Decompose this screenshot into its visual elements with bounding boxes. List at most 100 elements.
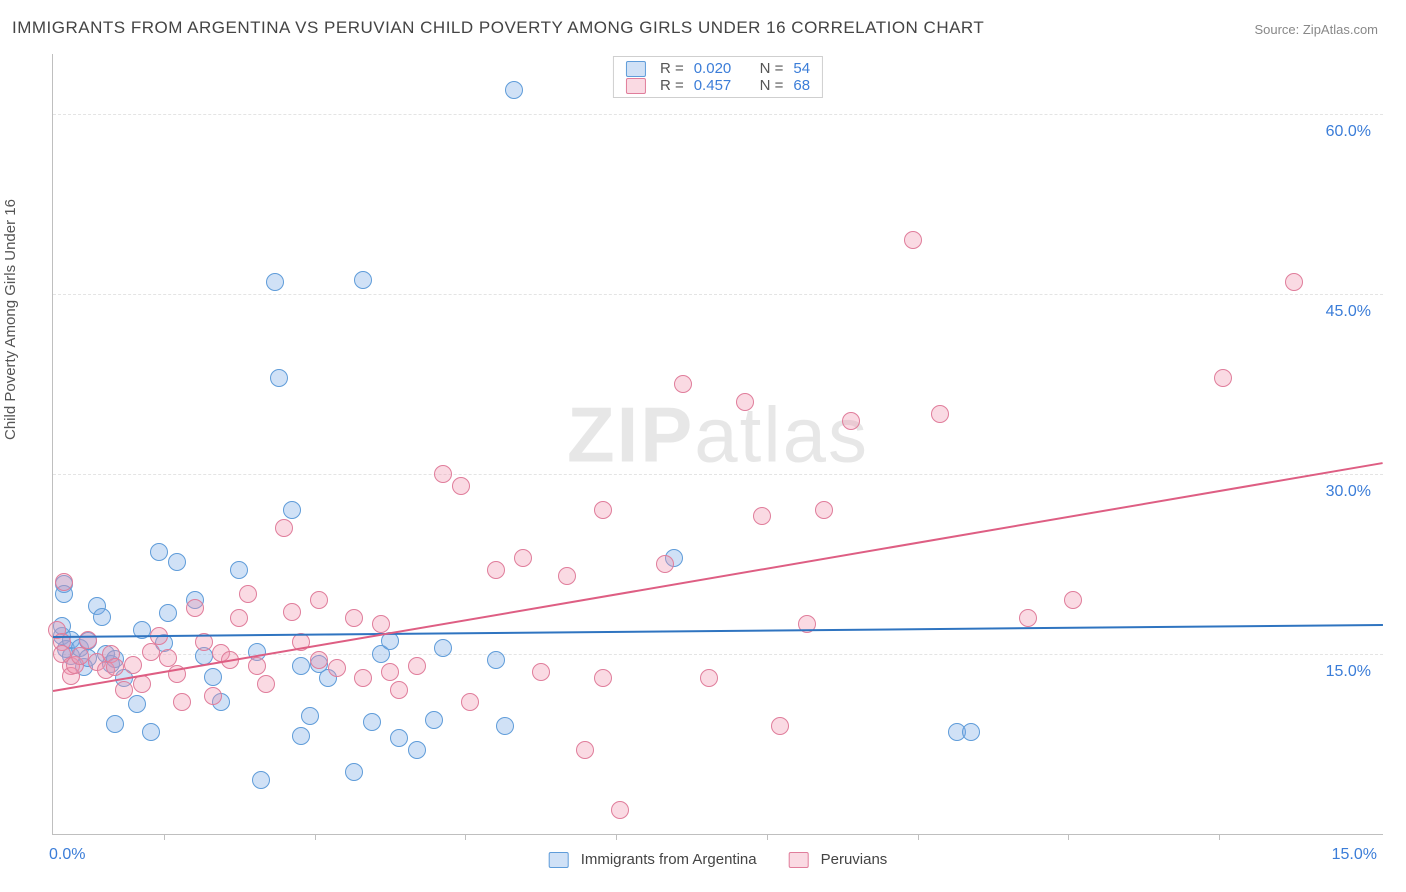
scatter-plot-area: R = 0.020 N = 54 R = 0.457 N = 68 ZIPatl… bbox=[52, 54, 1383, 835]
x-tick bbox=[616, 834, 617, 840]
data-point bbox=[514, 549, 532, 567]
data-point bbox=[252, 771, 270, 789]
data-point bbox=[142, 643, 160, 661]
y-tick-label: 15.0% bbox=[1326, 663, 1371, 681]
data-point bbox=[93, 608, 111, 626]
data-point bbox=[962, 723, 980, 741]
swatch-icon bbox=[789, 852, 809, 868]
data-point bbox=[168, 553, 186, 571]
x-axis-max-label: 15.0% bbox=[1332, 846, 1377, 864]
data-point bbox=[128, 695, 146, 713]
data-point bbox=[1019, 609, 1037, 627]
trend-line bbox=[53, 624, 1383, 638]
data-point bbox=[487, 561, 505, 579]
data-point bbox=[656, 555, 674, 573]
data-point bbox=[408, 741, 426, 759]
data-point bbox=[390, 729, 408, 747]
data-point bbox=[328, 659, 346, 677]
source-attribution: Source: ZipAtlas.com bbox=[1254, 22, 1378, 37]
swatch-icon bbox=[626, 61, 646, 77]
r-label: R = bbox=[660, 77, 684, 94]
data-point bbox=[257, 675, 275, 693]
gridline bbox=[53, 294, 1383, 295]
data-point bbox=[275, 519, 293, 537]
data-point bbox=[204, 668, 222, 686]
data-point bbox=[434, 465, 452, 483]
chart-title: IMMIGRANTS FROM ARGENTINA VS PERUVIAN CH… bbox=[12, 18, 984, 38]
legend-row-series-2: R = 0.457 N = 68 bbox=[626, 77, 810, 94]
gridline bbox=[53, 474, 1383, 475]
n-label: N = bbox=[760, 77, 784, 94]
data-point bbox=[434, 639, 452, 657]
legend-item-series-2: Peruvians bbox=[789, 851, 888, 868]
data-point bbox=[381, 663, 399, 681]
data-point bbox=[283, 603, 301, 621]
data-point bbox=[736, 393, 754, 411]
x-tick bbox=[918, 834, 919, 840]
trend-line bbox=[53, 462, 1383, 692]
data-point bbox=[248, 657, 266, 675]
data-point bbox=[186, 599, 204, 617]
data-point bbox=[292, 727, 310, 745]
data-point bbox=[159, 649, 177, 667]
data-point bbox=[106, 715, 124, 733]
data-point bbox=[700, 669, 718, 687]
data-point bbox=[753, 507, 771, 525]
y-axis-label: Child Poverty Among Girls Under 16 bbox=[2, 199, 19, 440]
x-tick bbox=[767, 834, 768, 840]
data-point bbox=[576, 741, 594, 759]
data-point bbox=[159, 604, 177, 622]
y-tick-label: 60.0% bbox=[1326, 123, 1371, 141]
data-point bbox=[270, 369, 288, 387]
data-point bbox=[461, 693, 479, 711]
y-tick-label: 30.0% bbox=[1326, 483, 1371, 501]
data-point bbox=[283, 501, 301, 519]
legend-item-series-1: Immigrants from Argentina bbox=[549, 851, 757, 868]
data-point bbox=[815, 501, 833, 519]
data-point bbox=[532, 663, 550, 681]
data-point bbox=[363, 713, 381, 731]
x-tick bbox=[465, 834, 466, 840]
data-point bbox=[150, 543, 168, 561]
data-point bbox=[301, 707, 319, 725]
data-point bbox=[505, 81, 523, 99]
swatch-icon bbox=[549, 852, 569, 868]
data-point bbox=[292, 657, 310, 675]
data-point bbox=[904, 231, 922, 249]
data-point bbox=[931, 405, 949, 423]
x-tick bbox=[1068, 834, 1069, 840]
data-point bbox=[390, 681, 408, 699]
data-point bbox=[266, 273, 284, 291]
n-label: N = bbox=[760, 60, 784, 77]
x-tick bbox=[164, 834, 165, 840]
data-point bbox=[310, 591, 328, 609]
data-point bbox=[372, 615, 390, 633]
data-point bbox=[594, 501, 612, 519]
data-point bbox=[487, 651, 505, 669]
data-point bbox=[842, 412, 860, 430]
data-point bbox=[558, 567, 576, 585]
data-point bbox=[674, 375, 692, 393]
data-point bbox=[496, 717, 514, 735]
data-point bbox=[55, 573, 73, 591]
swatch-icon bbox=[626, 78, 646, 94]
data-point bbox=[310, 651, 328, 669]
data-point bbox=[408, 657, 426, 675]
correlation-legend: R = 0.020 N = 54 R = 0.457 N = 68 bbox=[613, 56, 823, 98]
data-point bbox=[230, 561, 248, 579]
data-point bbox=[79, 631, 97, 649]
data-point bbox=[230, 609, 248, 627]
watermark: ZIPatlas bbox=[567, 389, 869, 480]
data-point bbox=[1064, 591, 1082, 609]
data-point bbox=[771, 717, 789, 735]
data-point bbox=[204, 687, 222, 705]
data-point bbox=[106, 658, 124, 676]
data-point bbox=[124, 656, 142, 674]
data-point bbox=[1285, 273, 1303, 291]
data-point bbox=[452, 477, 470, 495]
n-value: 54 bbox=[793, 60, 810, 77]
r-value: 0.020 bbox=[694, 60, 732, 77]
x-axis-min-label: 0.0% bbox=[49, 846, 85, 864]
x-tick bbox=[1219, 834, 1220, 840]
data-point bbox=[173, 693, 191, 711]
